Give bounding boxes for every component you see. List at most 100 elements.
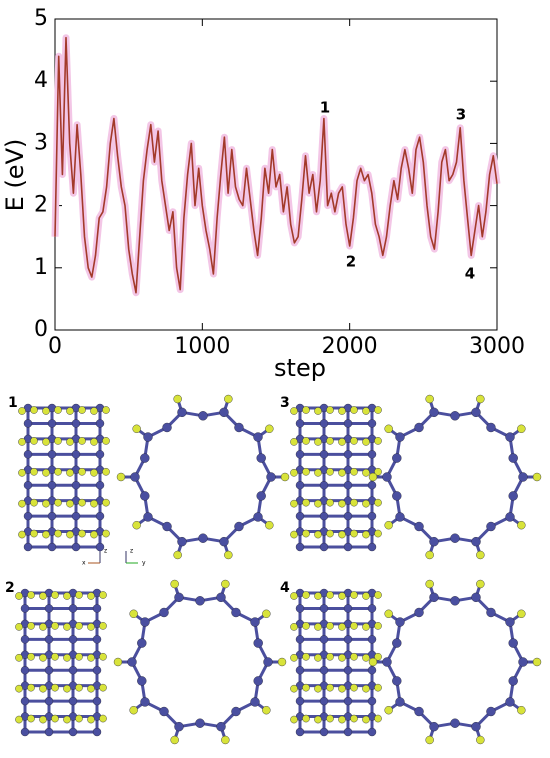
atom (198, 411, 208, 421)
atom (99, 622, 107, 630)
y-tick-label: 3 (34, 130, 48, 155)
y-tick-label: 1 (34, 255, 48, 280)
atom (140, 453, 150, 463)
atom (140, 491, 150, 501)
atom (47, 481, 57, 490)
atom (295, 696, 305, 706)
atom (350, 591, 358, 599)
atom (517, 520, 526, 530)
atom (302, 714, 310, 723)
atom (42, 530, 50, 539)
atom (302, 591, 310, 599)
atom (450, 718, 460, 728)
atom (66, 530, 74, 539)
atom (382, 472, 392, 482)
atom (30, 498, 38, 507)
atom (198, 533, 208, 543)
atom (319, 419, 329, 428)
atom (159, 706, 169, 717)
atom (486, 706, 496, 717)
atom (71, 419, 81, 428)
atom (92, 604, 102, 613)
atom (177, 536, 187, 547)
atom (51, 652, 59, 661)
atom (319, 511, 329, 521)
atom (42, 438, 50, 446)
atom (382, 657, 392, 667)
atom (30, 529, 38, 538)
atom (30, 467, 38, 476)
atom (75, 683, 83, 692)
atom (143, 432, 153, 442)
atom (221, 579, 230, 589)
atom (508, 453, 518, 463)
atom (343, 635, 353, 644)
atom (265, 520, 274, 530)
atom (99, 714, 107, 723)
atom (63, 715, 71, 724)
atom (367, 542, 377, 552)
atom (343, 511, 353, 521)
atom (295, 604, 305, 613)
atom (253, 512, 263, 522)
atom (392, 676, 402, 686)
atom (367, 481, 377, 490)
atom (343, 419, 353, 428)
annotation: 2 (346, 253, 356, 271)
atom (295, 727, 305, 737)
atom (367, 450, 377, 459)
atom (23, 450, 33, 459)
atom (113, 657, 123, 667)
atom (75, 714, 83, 723)
atom (127, 657, 137, 667)
atom (137, 638, 147, 648)
atom (476, 579, 485, 589)
atom (476, 550, 485, 560)
atom (99, 683, 107, 692)
atom (374, 652, 382, 661)
atom (15, 715, 23, 724)
atom (425, 579, 434, 589)
atom (290, 623, 298, 631)
atom (195, 718, 205, 728)
atom (368, 472, 378, 482)
atom (343, 481, 353, 490)
atom (319, 696, 329, 706)
axis-letter: z (130, 548, 133, 555)
atom (429, 536, 439, 547)
atom (314, 623, 322, 631)
atom (290, 407, 298, 415)
atom (338, 407, 346, 415)
atom (518, 657, 528, 667)
atom (374, 467, 382, 476)
atom (66, 407, 74, 415)
atom (350, 652, 358, 661)
atom (54, 529, 62, 538)
x-tick-label: 2000 (322, 334, 378, 359)
atom (137, 676, 147, 686)
atom (374, 591, 382, 599)
atom (44, 666, 54, 675)
atom (20, 666, 30, 675)
atom (302, 683, 310, 692)
atom (414, 706, 424, 717)
atom (314, 653, 322, 662)
atom (471, 721, 481, 732)
atom (471, 592, 481, 603)
atom (78, 437, 86, 445)
atom (395, 512, 405, 522)
atom (195, 596, 205, 606)
atom (44, 727, 54, 737)
atom (384, 520, 393, 530)
atom (170, 735, 179, 745)
axis-letter: x (82, 560, 86, 567)
atom (532, 472, 542, 482)
atom (140, 697, 150, 707)
atom (51, 683, 59, 692)
atom (130, 472, 140, 482)
atom (54, 467, 62, 476)
atom (295, 450, 305, 459)
atom (47, 542, 57, 552)
atom (326, 529, 334, 538)
atom (39, 715, 47, 724)
